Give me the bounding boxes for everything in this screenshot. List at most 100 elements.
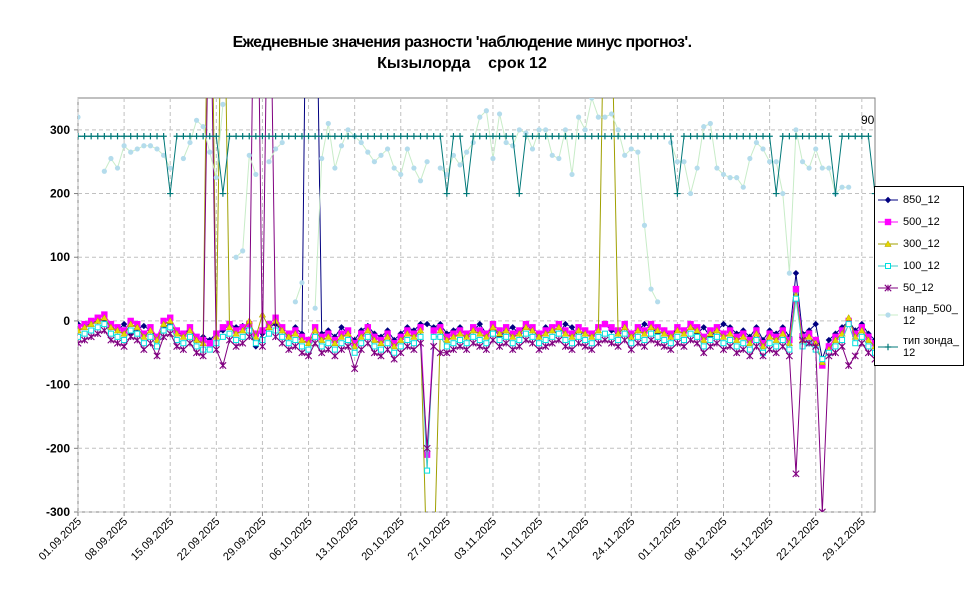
point: [101, 321, 108, 328]
point: [245, 333, 253, 341]
point: [490, 155, 496, 162]
point: [397, 133, 404, 140]
point: [403, 329, 411, 337]
point: [219, 324, 227, 331]
point: [720, 340, 727, 347]
point: [173, 337, 180, 344]
point: [627, 333, 635, 340]
point: [476, 320, 483, 328]
point: [404, 146, 410, 152]
point: [529, 333, 536, 340]
point: [489, 133, 497, 140]
point: [469, 326, 477, 334]
point: [456, 329, 464, 337]
point: [687, 133, 694, 140]
point: [535, 133, 543, 140]
point: [390, 355, 398, 363]
x-tick-label: 20.10.2025: [359, 516, 406, 563]
point: [291, 342, 299, 350]
point: [423, 320, 431, 328]
legend-item: 50_12: [875, 277, 963, 299]
point: [154, 146, 160, 152]
point: [825, 352, 833, 360]
point: [193, 343, 200, 350]
point: [180, 155, 186, 162]
point: [686, 336, 695, 344]
point: [845, 361, 853, 370]
point: [252, 133, 260, 140]
point: [285, 333, 293, 340]
legend-symbol: [878, 263, 898, 269]
point: [114, 133, 121, 140]
point: [259, 133, 266, 140]
point: [133, 323, 141, 331]
point: [594, 326, 602, 334]
x-tick-label: 22.09.2025: [175, 516, 222, 563]
point: [265, 133, 273, 140]
point: [707, 337, 714, 344]
point: [786, 133, 793, 140]
point: [568, 345, 576, 354]
point: [542, 342, 550, 350]
point: [733, 343, 740, 350]
point: [720, 320, 727, 328]
point: [482, 345, 490, 354]
point: [292, 337, 299, 344]
x-tick-label: 24.11.2025: [591, 516, 638, 563]
point: [206, 133, 213, 140]
point: [641, 320, 648, 328]
point: [483, 108, 489, 114]
point: [569, 171, 575, 178]
point: [858, 339, 866, 347]
point: [706, 342, 714, 350]
point: [529, 146, 536, 152]
point: [673, 339, 681, 347]
legend-label: 100_12: [903, 260, 940, 272]
point: [503, 139, 509, 146]
point: [470, 139, 476, 146]
point: [852, 133, 859, 140]
point: [78, 324, 82, 331]
point: [311, 133, 319, 140]
point: [226, 330, 233, 337]
point: [542, 329, 550, 337]
point: [246, 152, 252, 158]
point: [318, 133, 325, 140]
point: [568, 324, 576, 331]
point: [298, 336, 306, 343]
point: [417, 133, 424, 140]
point: [706, 329, 714, 337]
point: [437, 165, 443, 171]
point: [582, 337, 589, 344]
point: [173, 329, 181, 337]
point: [496, 337, 503, 344]
y-tick-label: 300: [50, 123, 70, 137]
point: [319, 155, 325, 162]
point: [167, 165, 173, 171]
point: [773, 159, 779, 165]
point: [614, 342, 622, 350]
point: [502, 326, 510, 334]
point: [489, 330, 496, 337]
point: [160, 320, 168, 327]
point: [107, 133, 115, 140]
point: [146, 326, 155, 334]
point: [410, 345, 418, 354]
point: [746, 133, 754, 140]
point: [192, 336, 201, 343]
point: [199, 133, 207, 140]
legend-symbol: [878, 240, 898, 247]
point: [384, 146, 391, 152]
point: [858, 133, 866, 140]
point: [476, 133, 483, 140]
point: [654, 133, 661, 140]
point: [239, 339, 247, 347]
point: [173, 133, 181, 140]
point: [411, 165, 417, 171]
point: [575, 333, 582, 340]
point: [622, 152, 628, 158]
point: [602, 114, 608, 120]
point: [154, 343, 161, 350]
point: [423, 444, 431, 452]
